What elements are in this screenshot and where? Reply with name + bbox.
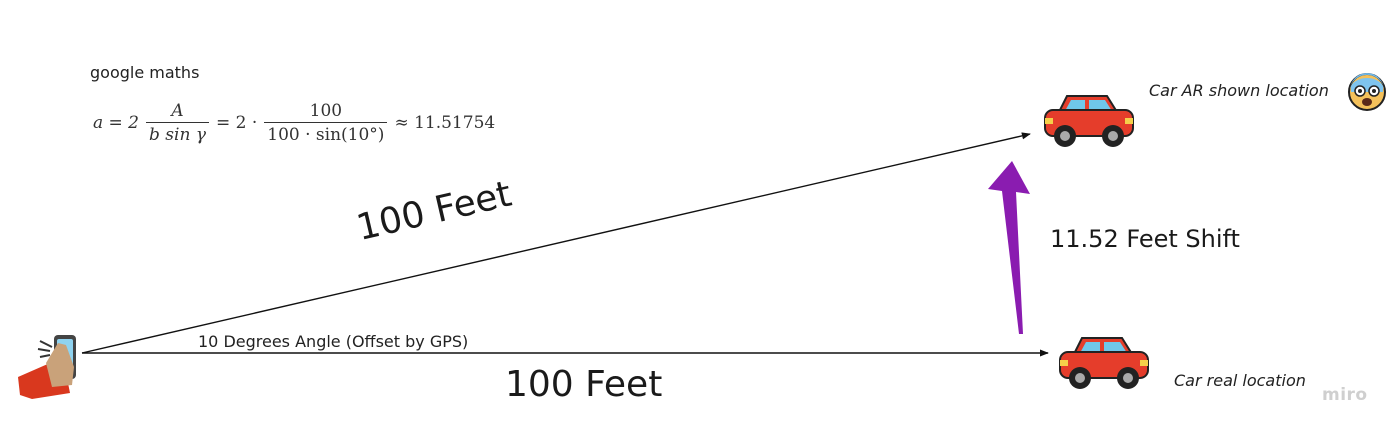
phone-in-hand-icon xyxy=(18,335,76,399)
top-offset-arrow xyxy=(81,132,1031,354)
google-maths-label: google maths xyxy=(90,63,200,82)
angle-label: 10 Degrees Angle (Offset by GPS) xyxy=(198,332,469,351)
shocked-face-icon xyxy=(1348,73,1386,111)
distance-bottom-label: 100 Feet xyxy=(505,364,663,405)
formula-mid: = 2 · xyxy=(215,113,258,133)
miro-watermark: miro xyxy=(1322,385,1368,405)
formula-rhs: ≈ 11.51754 xyxy=(394,113,496,133)
formula-fraction-1: A b sin γ xyxy=(146,101,209,145)
car-real-icon xyxy=(1059,337,1149,389)
formula-frac2-numerator: 100 xyxy=(309,101,343,121)
formula-frac1-numerator: A xyxy=(171,101,184,121)
formula: a = 2 A b sin γ = 2 · 100 100 · sin(10°)… xyxy=(93,93,495,153)
car-real-location-label: Car real location xyxy=(1174,371,1306,390)
formula-frac2-denominator: 100 · sin(10°) xyxy=(264,122,388,145)
formula-lhs: a = 2 xyxy=(93,113,140,133)
shift-arrow xyxy=(988,161,1030,334)
formula-frac1-denominator: b sin γ xyxy=(146,122,209,145)
formula-fraction-2: 100 100 · sin(10°) xyxy=(264,101,388,145)
shift-label: 11.52 Feet Shift xyxy=(1050,225,1240,253)
car-ar-location-label: Car AR shown location xyxy=(1149,81,1329,100)
car-ar-icon xyxy=(1044,95,1134,147)
